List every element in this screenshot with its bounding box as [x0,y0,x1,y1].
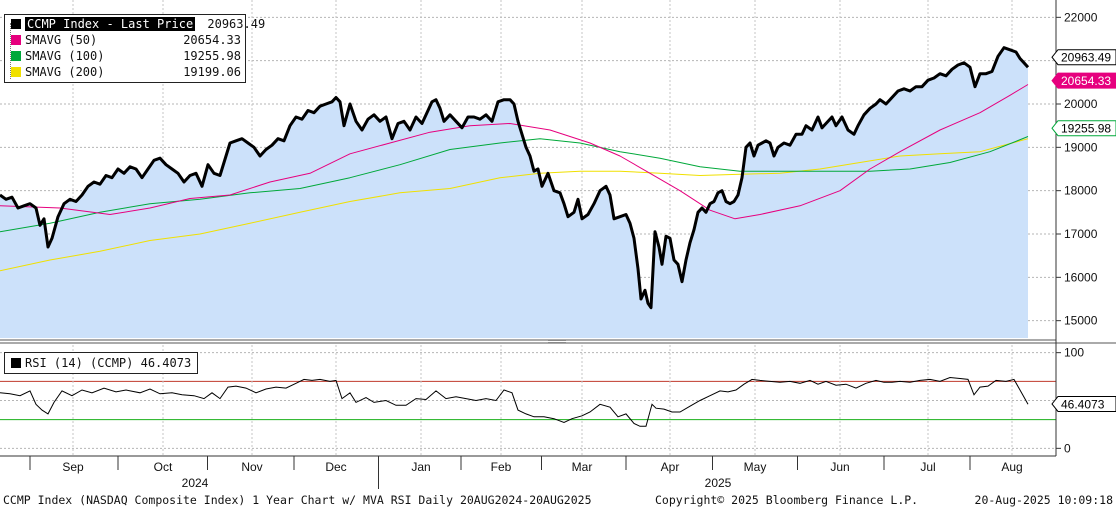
legend-row-smavg-50[interactable]: SMAVG (50) 20654.33 [5,32,245,48]
x-tick-label-dec: Dec [325,460,346,474]
price-tick-label: 17000 [1064,227,1098,241]
series-line-rsi-14-ccmp [0,376,1029,427]
price-area-fill [0,47,1028,338]
rsi-gridlines [0,345,1056,456]
legend-row-last-price[interactable]: CCMP Index - Last Price 20963.49 [5,16,265,32]
x-tick-label-feb: Feb [491,460,512,474]
x-axis: Sep Oct Nov Dec Jan Feb Mar Apr May Jun Jul Aug 2024… [29,456,1023,490]
legend-swatch-smavg-50 [11,35,21,45]
x-tick-label-mar: Mar [572,460,593,474]
legend-label-smavg-200: SMAVG (200) [25,65,105,79]
tag-smavg-100-bg [1051,120,1116,137]
x-year-label-2025: 2025 [705,476,732,490]
legend-label-smavg-100: SMAVG (100) [25,49,105,63]
rsi-panel [0,345,1056,456]
tag-rsi-bg [1051,395,1116,412]
price-tick-label: 15000 [1064,314,1098,328]
legend-row-smavg-100[interactable]: SMAVG (100) 19255.98 [5,48,245,64]
x-tick-label-jan: Jan [411,460,430,474]
x-tick-label-may: May [744,460,767,474]
footer-copyright: Copyright© 2025 Bloomberg Finance L.P. [655,493,919,507]
series-line-smavg-100 [0,136,1029,233]
series-line-smavg-50 [0,84,1029,220]
last-value-tags: 19255.98 20654.33 20963.49 46.4073 [1051,49,1116,412]
x-tick-label-oct: Oct [154,460,173,474]
tag-smavg-100: 19255.98 [1061,122,1111,136]
price-tick-label: 18000 [1064,184,1098,198]
legend-value-last-price: 20963.49 [207,17,266,31]
price-series-lines [0,46,1030,310]
x-tick-label-aug: Aug [1001,460,1022,474]
price-tick-label: 22000 [1064,10,1098,24]
tag-smavg-50: 20654.33 [1061,74,1111,88]
price-tick-label: 19000 [1064,140,1098,154]
tag-rsi: 46.4073 [1061,397,1105,411]
legend-label-rsi: RSI (14) (CCMP) 46.4073 [25,356,192,370]
legend-swatch-rsi [11,358,21,368]
x-tick-label-apr: Apr [661,460,680,474]
legend-swatch-smavg-200 [11,67,21,77]
legend-row-rsi[interactable]: RSI (14) (CCMP) 46.4073 [11,355,191,371]
rsi-legend: RSI (14) (CCMP) 46.4073 [4,352,199,374]
footer-timestamp: 20-Aug-2025 10:09:18 [974,493,1113,507]
tag-last-price-bg [1051,49,1116,66]
legend-value-smavg-100: 19255.98 [183,49,241,63]
footer-description: CCMP Index (NASDAQ Composite Index) 1 Ye… [3,493,592,507]
price-tick-label: 16000 [1064,270,1098,284]
rsi-series-lines [0,376,1029,427]
price-tick-label: 20000 [1064,97,1098,111]
legend-tree-connector [10,23,17,79]
legend-value-smavg-200: 19199.06 [183,65,241,79]
tag-smavg-50-bg [1051,72,1116,89]
legend-label-last-price: CCMP Index - Last Price [25,17,196,31]
rsi-tick-label: 0 [1064,441,1071,455]
x-tick-label-nov: Nov [241,460,262,474]
legend-label-smavg-50: SMAVG (50) [25,33,98,47]
legend-value-smavg-50: 20654.33 [183,33,241,47]
price-panel [0,0,1056,338]
x-year-label-2024: 2024 [182,476,209,490]
series-line-ccmp-index-last-price [0,46,1030,310]
rsi-tick-label: 100 [1064,346,1084,360]
price-legend: CCMP Index - Last Price 20963.49 SMAVG (… [4,14,265,83]
legend-swatch-last-price [11,19,21,29]
series-line-smavg-200 [0,138,1029,272]
tag-last-price: 20963.49 [1061,51,1111,65]
panel-resize-handle[interactable] [548,340,566,343]
x-tick-label-jul: Jul [920,460,935,474]
x-tick-label-sep: Sep [62,460,84,474]
legend-row-smavg-200[interactable]: SMAVG (200) 19199.06 [5,64,245,80]
x-tick-label-jun: Jun [830,460,849,474]
legend-swatch-smavg-100 [11,51,21,61]
